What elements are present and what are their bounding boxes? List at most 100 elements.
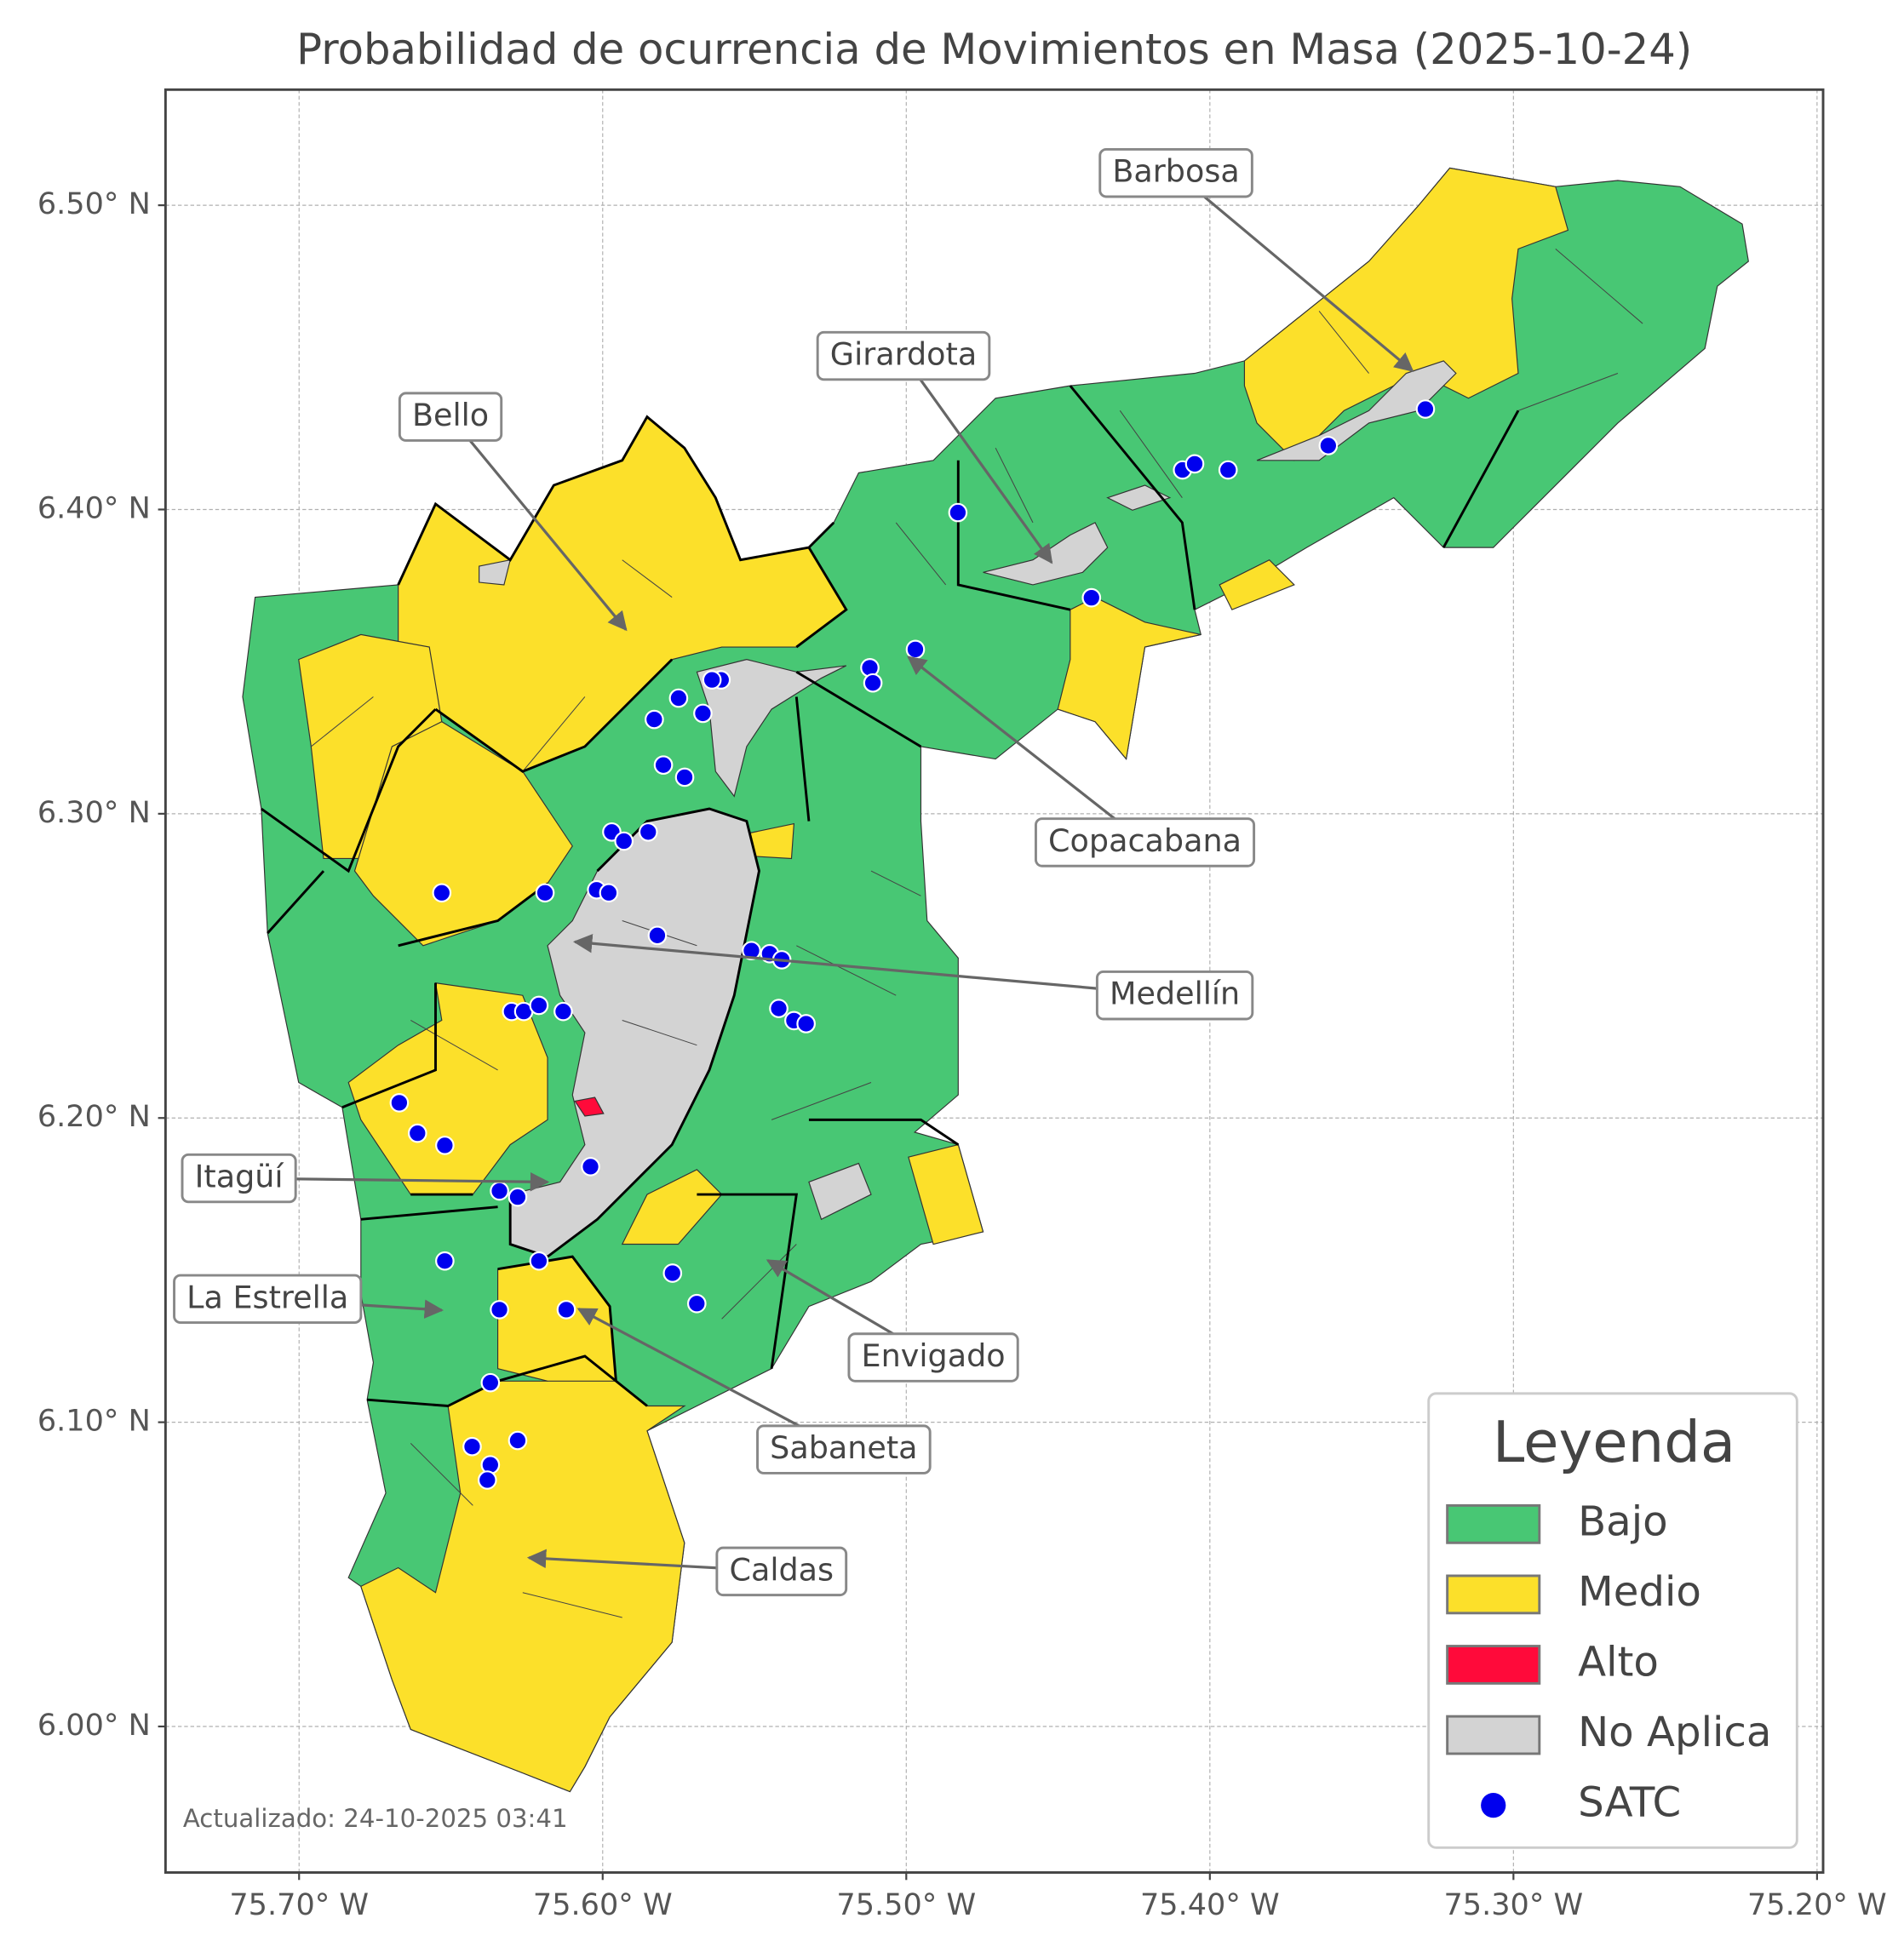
legend-swatch	[1446, 1574, 1541, 1615]
x-tick-label: 75.20° W	[1747, 1887, 1887, 1922]
satc-point	[645, 709, 664, 730]
satc-point	[1081, 587, 1102, 608]
x-tick-label: 75.50° W	[836, 1887, 976, 1922]
satc-point	[389, 1093, 410, 1113]
satc-point	[638, 822, 658, 842]
satc-point	[796, 1014, 816, 1033]
legend-swatch	[1446, 1645, 1541, 1685]
annotation-box	[816, 330, 991, 381]
annotation-box	[173, 1274, 363, 1325]
satc-point	[529, 995, 549, 1016]
annotation-label: Girardota	[830, 336, 977, 373]
x-tick-label: 75.60° W	[533, 1887, 673, 1922]
region-no-aplica	[479, 558, 511, 586]
region-no-aplica	[1256, 360, 1457, 461]
updated-note: Actualizado: 24-10-2025 03:41	[183, 1804, 568, 1833]
annotation-box	[398, 392, 503, 442]
satc-point	[1415, 399, 1436, 419]
region-alto	[574, 1096, 605, 1117]
legend-label: Bajo	[1578, 1497, 1668, 1545]
satc-point	[702, 670, 722, 690]
annotation-box	[847, 1332, 1019, 1383]
satc-point	[529, 1251, 549, 1271]
annotation-label: Itagüí	[195, 1159, 285, 1195]
annotation-box	[181, 1153, 297, 1204]
satc-point	[769, 999, 789, 1018]
legend-swatch	[1446, 1715, 1541, 1755]
annotation-box	[1034, 817, 1256, 867]
legend-label: No Aplica	[1578, 1709, 1771, 1756]
legend-marker	[1481, 1793, 1506, 1818]
y-tick-label: 6.50° N	[37, 186, 151, 221]
satc-point	[490, 1300, 509, 1320]
satc-point	[1218, 460, 1238, 480]
x-tick-label: 75.30° W	[1443, 1887, 1583, 1922]
annotation-arrow	[907, 656, 1146, 844]
satc-point	[948, 502, 968, 523]
annotation-box	[1095, 970, 1254, 1021]
region-no-aplica	[808, 1162, 872, 1221]
satc-point	[686, 1293, 707, 1314]
plot-frame	[163, 88, 1825, 1875]
satc-point	[508, 1187, 528, 1207]
satc-point	[462, 1436, 482, 1457]
annotation-label: Caldas	[729, 1551, 834, 1588]
satc-point	[407, 1123, 427, 1143]
region-no-aplica	[1106, 484, 1172, 511]
satc-points	[389, 399, 1436, 1490]
annotation-label: Copacabana	[1048, 822, 1242, 859]
legend-label: SATC	[1578, 1779, 1681, 1827]
satc-point	[556, 1300, 576, 1320]
satc-point	[599, 883, 619, 903]
region-no-aplica	[696, 659, 847, 798]
annotation-box	[756, 1424, 932, 1474]
axes: 75.70° W 75.60° W 75.50° W 75.40° W 75.30° W…	[37, 186, 1887, 1922]
region-medio	[621, 1169, 723, 1245]
x-tick-label: 75.40° W	[1140, 1887, 1280, 1922]
annotation-arrow	[902, 355, 1053, 564]
y-tick-label: 6.30° N	[37, 795, 151, 830]
satc-point	[508, 1430, 528, 1451]
annotation-arrow	[572, 933, 1175, 997]
annotation-box	[1098, 147, 1253, 198]
satc-point	[674, 767, 695, 787]
satc-point	[435, 1251, 455, 1271]
regions	[242, 167, 1749, 1793]
satc-point	[435, 1136, 455, 1155]
annotation-arrow	[449, 415, 628, 632]
satc-point	[693, 703, 713, 724]
satc-point	[432, 883, 452, 903]
map-title: Probabilidad de ocurrencia de Movimiento…	[296, 25, 1692, 74]
annotation-label: Sabaneta	[770, 1429, 917, 1466]
satc-point	[1318, 436, 1339, 455]
x-tick-label: 75.70° W	[229, 1887, 369, 1922]
annotation-label: Envigado	[862, 1337, 1006, 1374]
satc-point	[553, 1001, 573, 1022]
satc-point	[653, 755, 674, 776]
satc-point	[647, 925, 668, 946]
annotation-label: Medellín	[1110, 976, 1240, 1012]
satc-point	[662, 1263, 683, 1283]
region-medio	[1057, 596, 1201, 760]
region-medio	[908, 1143, 984, 1245]
region-medio	[1219, 559, 1295, 610]
y-tick-label: 6.00° N	[37, 1708, 151, 1743]
satc-point	[614, 831, 634, 851]
satc-point	[863, 673, 883, 693]
annotation-box	[715, 1546, 848, 1597]
legend-swatch	[1446, 1503, 1541, 1544]
annotation-arrow	[1175, 171, 1414, 373]
satc-point	[535, 883, 555, 903]
satc-point	[742, 941, 761, 961]
annotation-label: La Estrella	[186, 1279, 348, 1315]
satc-point	[477, 1470, 497, 1490]
satc-point	[1184, 454, 1205, 474]
y-tick-label: 6.10° N	[37, 1404, 151, 1439]
satc-point	[490, 1181, 509, 1201]
annotation-label: Barbosa	[1112, 153, 1239, 190]
legend-label: Alto	[1578, 1638, 1659, 1686]
legend-title: Leyenda	[1493, 1409, 1735, 1475]
legend: Leyenda Bajo Medio Alto No Aplica SATC	[1427, 1392, 1798, 1849]
y-tick-label: 6.40° N	[37, 490, 151, 525]
